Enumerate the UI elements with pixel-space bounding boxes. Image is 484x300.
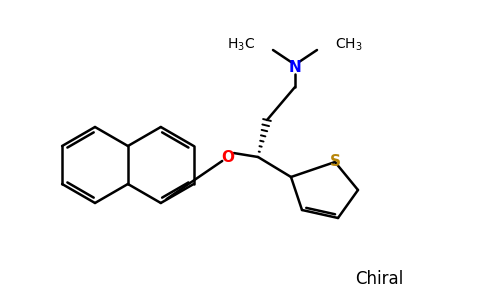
Text: O: O <box>222 149 235 164</box>
Text: S: S <box>330 154 341 169</box>
Text: $\mathregular{CH_3}$: $\mathregular{CH_3}$ <box>335 37 363 53</box>
Text: $\mathregular{H_3C}$: $\mathregular{H_3C}$ <box>227 37 255 53</box>
Text: N: N <box>288 59 302 74</box>
Text: Chiral: Chiral <box>355 270 403 288</box>
